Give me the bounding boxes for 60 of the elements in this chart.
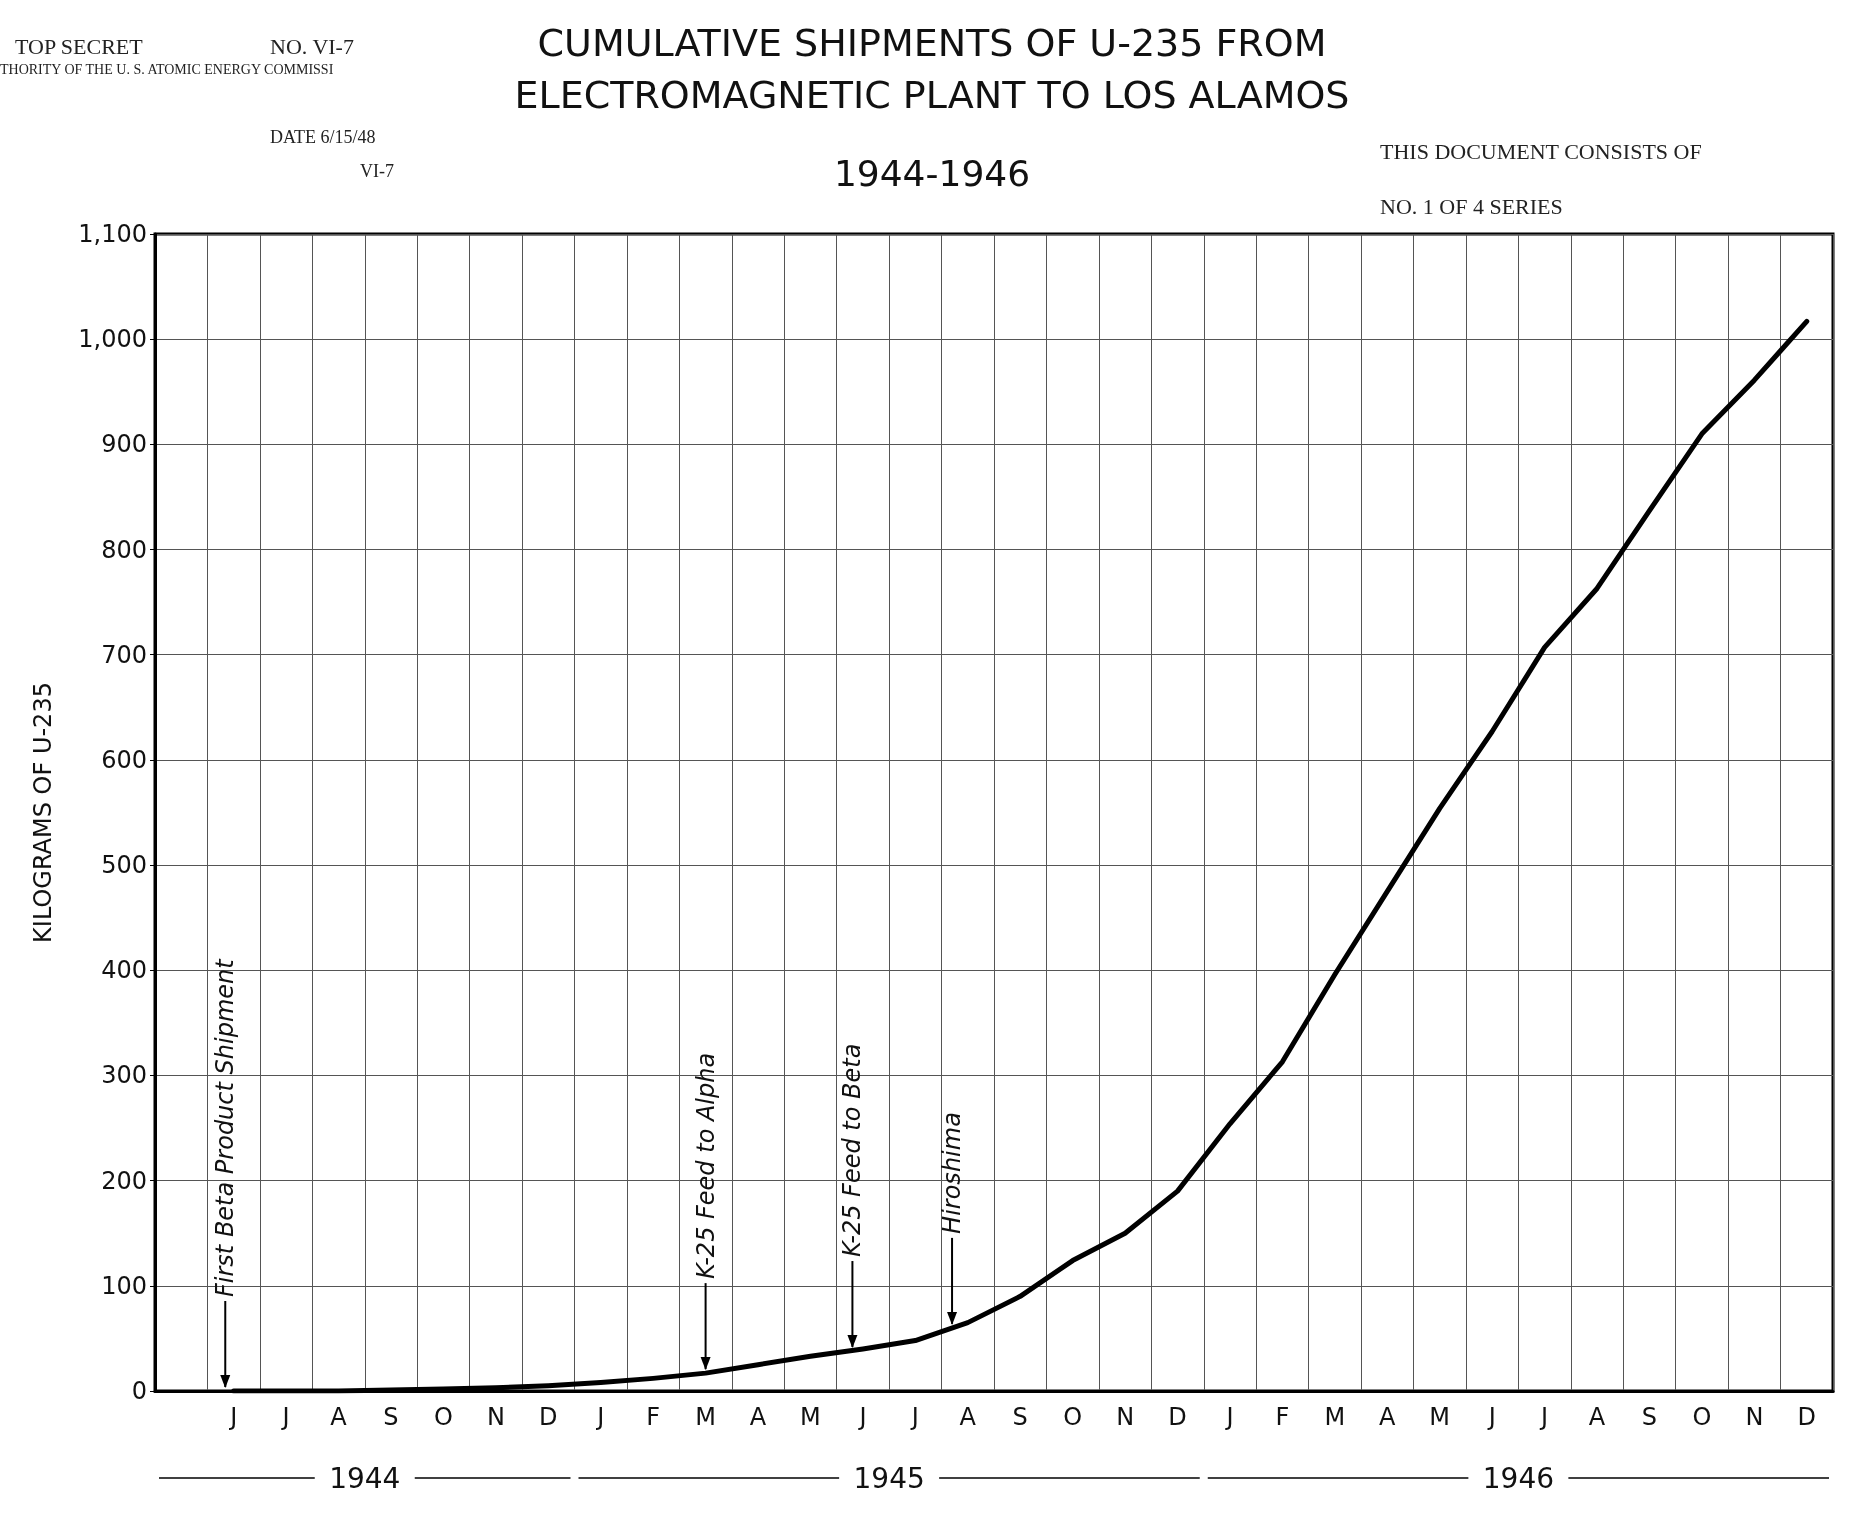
- x-tick-label: A: [1379, 1403, 1397, 1431]
- text: 1945: [853, 1461, 925, 1495]
- x-tick-label: O: [1063, 1403, 1083, 1431]
- x-tick-label: D: [1797, 1403, 1817, 1431]
- annotation: Hiroshima: [938, 1112, 967, 1234]
- x-tick-label: S: [383, 1403, 399, 1431]
- x-tick-label: J: [228, 1403, 238, 1431]
- annotation: First Beta Product Shipment: [211, 957, 240, 1297]
- x-tick-label: J: [595, 1403, 605, 1431]
- x-tick-label: J: [1539, 1403, 1549, 1431]
- x-tick-label: J: [1486, 1403, 1496, 1431]
- chart-title: CUMULATIVE SHIPMENTS OF U-235 FROM ELECTROMAGNETIC PLANT TO LOS ALAMOS: [514, 21, 1350, 117]
- text: 1944: [329, 1461, 401, 1495]
- y-tick-label: 600: [101, 745, 147, 774]
- x-tick-label: J: [280, 1403, 290, 1431]
- y-tick-label: 800: [101, 535, 147, 564]
- x-tick-label: N: [1745, 1403, 1764, 1431]
- y-tick-label: 400: [101, 956, 147, 985]
- x-tick-label: F: [1275, 1403, 1290, 1431]
- annotation: K-25 Feed to Beta: [838, 1043, 867, 1258]
- x-tick-label: D: [539, 1403, 558, 1431]
- x-tick-label: A: [1588, 1403, 1606, 1431]
- text: NO. 1 OF 4 SERIES: [1380, 193, 1563, 219]
- text: TOP SECRET: [15, 33, 144, 59]
- x-tick-label: J: [1224, 1403, 1234, 1431]
- text: VI-7: [360, 161, 394, 181]
- y-tick-label: 700: [101, 640, 147, 669]
- text: DATE 6/15/48: [270, 127, 376, 147]
- x-tick-label: M: [695, 1403, 716, 1431]
- x-tick-label: M: [1429, 1403, 1451, 1431]
- x-tick-label: N: [1116, 1403, 1135, 1431]
- x-tick-label: A: [749, 1403, 767, 1431]
- x-tick-label: N: [486, 1403, 505, 1431]
- x-tick-label: M: [800, 1403, 821, 1431]
- x-tick-label: A: [959, 1403, 977, 1431]
- x-tick-label: O: [1692, 1403, 1712, 1431]
- x-tick-label: A: [330, 1403, 348, 1431]
- x-tick-label: D: [1168, 1403, 1187, 1431]
- y-tick-label: 1,000: [78, 325, 147, 354]
- y-tick-label: 900: [101, 430, 147, 459]
- x-tick-label: F: [646, 1403, 661, 1431]
- text: 1946: [1482, 1461, 1555, 1495]
- x-tick-label: O: [433, 1403, 453, 1431]
- chart-subtitle: 1944-1946: [833, 152, 1031, 194]
- x-tick-label: J: [909, 1403, 919, 1431]
- y-axis-title: KILOGRAMS OF U-235: [29, 682, 57, 943]
- y-tick-label: 0: [131, 1377, 147, 1405]
- y-tick-label: 500: [101, 851, 147, 880]
- text: NO. VI-7: [270, 33, 354, 59]
- annotation: K-25 Feed to Alpha: [691, 1052, 720, 1280]
- x-tick-label: S: [1012, 1403, 1028, 1431]
- y-tick-label: 100: [101, 1271, 147, 1300]
- x-tick-label: M: [1324, 1403, 1346, 1431]
- x-tick-label: S: [1641, 1403, 1658, 1431]
- text: THIS DOCUMENT CONSISTS OF: [1380, 138, 1702, 164]
- y-tick-label: 200: [101, 1166, 147, 1195]
- y-tick-label: 300: [101, 1061, 147, 1090]
- y-tick-label: 1,100: [78, 220, 147, 248]
- text: THORITY OF THE U. S. ATOMIC ENERGY COMMISSI: [0, 61, 334, 77]
- x-tick-label: J: [857, 1403, 867, 1431]
